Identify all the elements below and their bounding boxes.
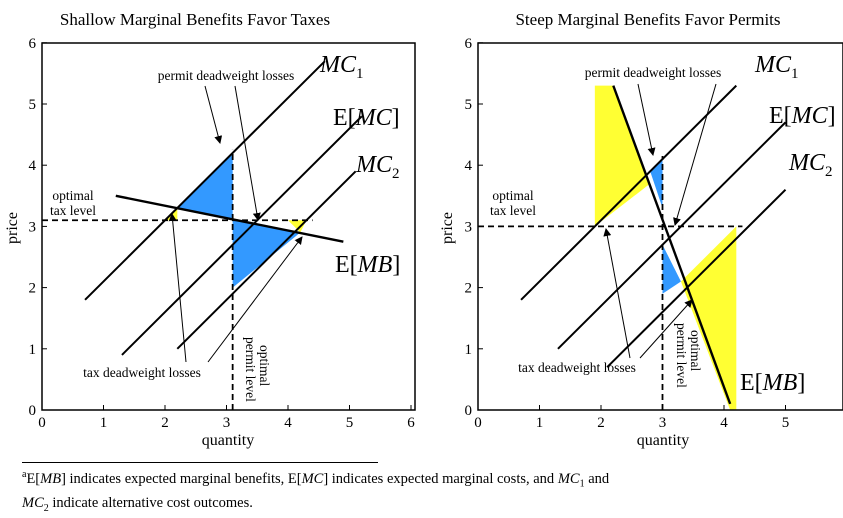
tax-dwl-label: tax deadweight losses [83, 365, 201, 380]
plot-frame [41, 42, 416, 411]
mc2-label: MC2 [355, 152, 400, 182]
chart-title: Steep Marginal Benefits Favor Permits [515, 10, 780, 29]
mc2-curve [606, 188, 787, 368]
emb-curve [115, 194, 344, 243]
tax-dwl-arrow [639, 299, 693, 359]
optimal-tax-label: optimal [52, 188, 93, 203]
y-tick-label: 4 [29, 158, 37, 174]
optimal-tax-label: tax level [50, 203, 96, 218]
x-tick-label: 0 [474, 415, 482, 431]
chart-left: Shallow Marginal Benefits Favor Taxes 0 1… [4, 10, 416, 449]
y-tick-label: 0 [29, 403, 37, 419]
y-axis-label: price [439, 212, 456, 244]
mc1-curve [520, 84, 738, 301]
y-tick-label: 4 [465, 158, 473, 174]
curves [42, 60, 363, 410]
permit-dwl-arrow [204, 85, 223, 144]
x-tick-label: 4 [284, 415, 292, 431]
y-tick-label: 3 [465, 219, 473, 235]
tax-dwl-arrow [168, 213, 187, 363]
emc-curve [557, 121, 787, 350]
x-axis-label: quantity [637, 432, 689, 449]
x-tick-label: 2 [161, 415, 169, 431]
y-tick-label: 0 [465, 403, 473, 419]
x-tick-label: 6 [407, 415, 415, 431]
mc2-label: MC2 [788, 150, 833, 180]
x-tick-label: 1 [100, 415, 108, 431]
axis-ticks: 0 1 2 3 4 5 0 1 2 3 4 5 6 [465, 36, 790, 431]
x-tick-label: 2 [597, 415, 605, 431]
permit-deadweight-loss-region [650, 159, 663, 209]
y-tick-label: 5 [465, 97, 473, 113]
permit-dwl-arrow [234, 85, 261, 221]
tax-deadweight-loss-region [288, 220, 307, 233]
permit-deadweight-loss-region [662, 244, 681, 294]
footnote: aE[MB] indicates expected marginal benef… [22, 469, 610, 514]
optimal-permit-label: permit level [243, 337, 258, 402]
x-tick-label: 3 [223, 415, 231, 431]
y-tick-label: 1 [465, 342, 473, 358]
y-tick-label: 1 [29, 342, 37, 358]
permit-dwl-label: permit deadweight losses [158, 68, 294, 83]
x-axis-label: quantity [202, 432, 254, 449]
optimal-permit-label: optimal [688, 330, 703, 371]
emc-curve [121, 115, 363, 356]
x-tick-label: 5 [782, 415, 790, 431]
y-tick-label: 5 [29, 97, 37, 113]
y-tick-label: 6 [465, 36, 473, 52]
shaded-regions [594, 85, 737, 410]
y-tick-label: 3 [29, 219, 37, 235]
mc1-curve [84, 60, 326, 301]
emc-label: E[MC] [333, 105, 400, 131]
tax-dwl-arrow [603, 228, 631, 359]
x-tick-label: 4 [720, 415, 728, 431]
emb-label: E[MB] [335, 252, 400, 278]
chart-title: Shallow Marginal Benefits Favor Taxes [60, 10, 330, 29]
tax-dwl-arrow [207, 236, 303, 363]
tax-dwl-label: tax deadweight losses [518, 360, 636, 375]
x-tick-label: 3 [659, 415, 667, 431]
tax-deadweight-loss-region [680, 226, 737, 410]
mc1-label: MC1 [319, 52, 364, 82]
y-tick-label: 2 [465, 281, 473, 297]
y-tick-label: 6 [29, 36, 37, 52]
optimal-tax-label: tax level [490, 203, 536, 218]
emb-curve [612, 85, 732, 405]
permit-dwl-label: permit deadweight losses [585, 65, 721, 80]
x-tick-label: 5 [346, 415, 354, 431]
x-tick-label: 0 [38, 415, 46, 431]
permit-deadweight-loss-region [177, 152, 233, 221]
emc-label: E[MC] [769, 103, 836, 129]
axis-ticks: 0 1 2 3 4 5 6 0 1 2 3 4 5 6 [29, 36, 416, 431]
curves [478, 84, 787, 410]
optimal-permit-label: optimal [257, 345, 272, 386]
y-tick-label: 2 [29, 281, 37, 297]
emb-label: E[MB] [740, 370, 805, 396]
y-axis-label: price [4, 212, 21, 244]
permit-dwl-arrow [637, 83, 656, 156]
tax-deadweight-loss-region [594, 85, 651, 227]
permit-deadweight-loss-region [232, 220, 301, 288]
chart-right: Steep Marginal Benefits Favor Permits 0 1… [439, 10, 843, 449]
optimal-tax-label: optimal [492, 188, 533, 203]
optimal-permit-label: permit level [674, 323, 689, 388]
x-tick-label: 1 [536, 415, 544, 431]
shaded-regions [165, 152, 307, 288]
mc2-curve [176, 170, 357, 350]
footnote-rule [22, 462, 378, 463]
mc1-label: MC1 [754, 52, 799, 82]
permit-dwl-arrow [673, 83, 717, 226]
